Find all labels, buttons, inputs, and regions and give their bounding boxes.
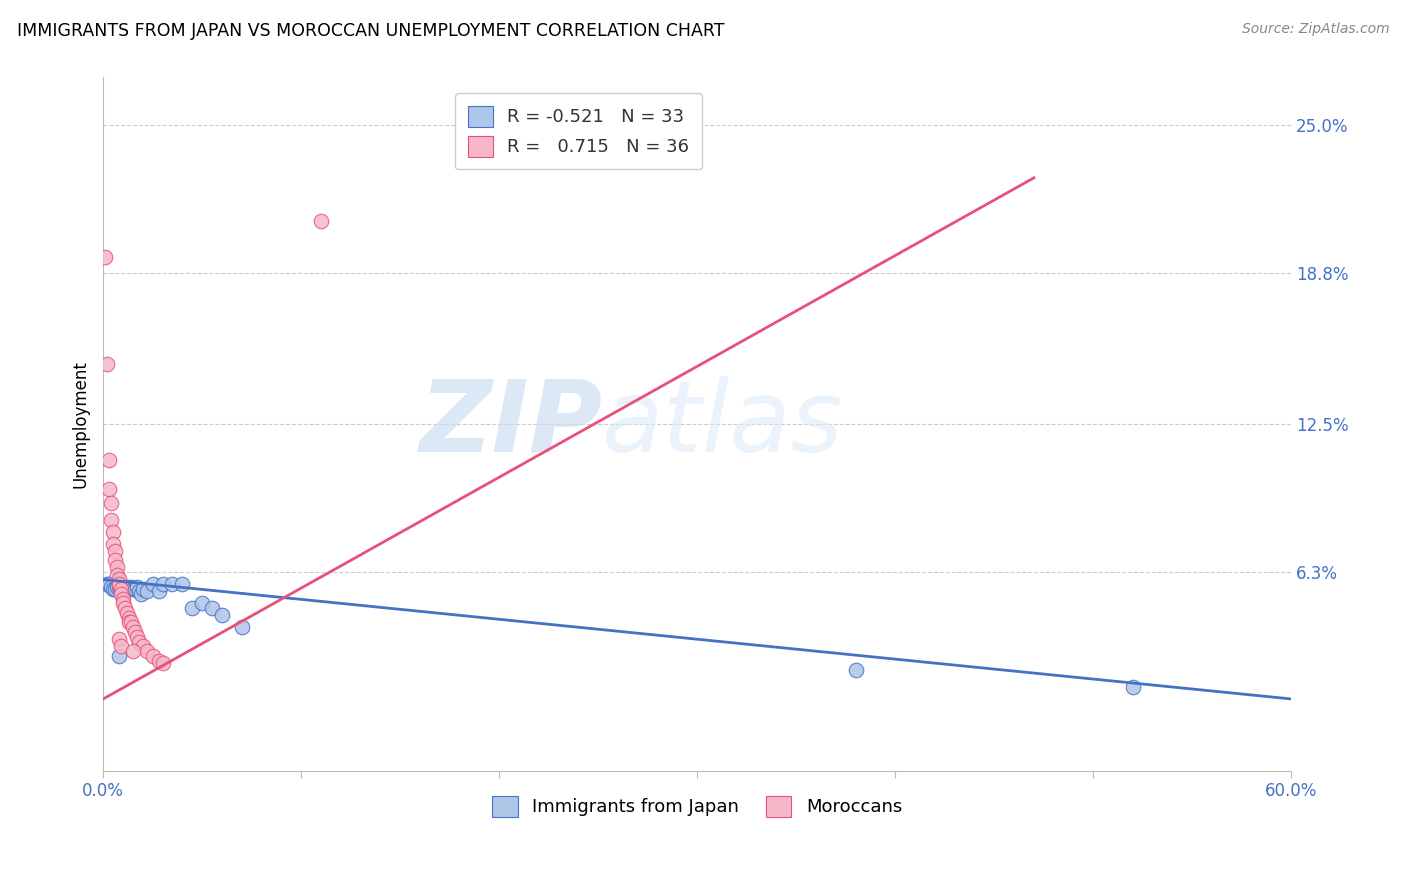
Point (105, 567, 128, 582)
Point (148, 654, 170, 668)
Point (111, 591, 134, 606)
Point (105, 580, 128, 594)
Point (142, 577, 165, 591)
Point (96, 577, 118, 591)
Point (110, 640, 132, 654)
Point (110, 582, 132, 596)
Point (94, 250, 117, 264)
Point (108, 632, 131, 647)
Point (1122, 680, 1144, 694)
Point (120, 580, 142, 594)
Point (152, 577, 174, 591)
Point (121, 620, 143, 634)
Point (211, 608, 233, 623)
Point (124, 582, 146, 596)
Point (111, 580, 134, 594)
Point (104, 582, 127, 596)
Point (162, 577, 184, 591)
Legend: Immigrants from Japan, Moroccans: Immigrants from Japan, Moroccans (485, 789, 910, 824)
Point (111, 596, 134, 610)
Point (121, 644, 143, 658)
Point (191, 596, 214, 610)
Point (152, 656, 174, 670)
Point (148, 584, 170, 599)
Point (98, 577, 121, 591)
Point (129, 587, 152, 601)
Point (100, 513, 122, 527)
Point (201, 601, 224, 615)
Point (114, 601, 136, 615)
Point (98, 453, 121, 467)
Point (135, 584, 157, 599)
Point (101, 536, 124, 550)
Point (105, 560, 128, 574)
Point (132, 640, 155, 654)
Point (120, 615, 142, 630)
Point (135, 644, 157, 658)
Point (101, 524, 124, 539)
Point (100, 580, 122, 594)
Point (115, 606, 138, 620)
Point (96, 357, 118, 371)
Point (115, 580, 138, 594)
Point (132, 582, 155, 596)
Point (118, 615, 141, 630)
Point (125, 630, 148, 644)
Point (104, 553, 127, 567)
Point (181, 601, 204, 615)
Point (128, 584, 150, 599)
Point (114, 582, 136, 596)
Text: atlas: atlas (602, 376, 844, 473)
Point (108, 580, 131, 594)
Point (108, 648, 131, 663)
Point (309, 214, 332, 228)
Point (231, 620, 253, 634)
Point (104, 543, 127, 558)
Point (108, 577, 131, 591)
Point (118, 582, 141, 596)
Text: Source: ZipAtlas.com: Source: ZipAtlas.com (1241, 22, 1389, 37)
Point (98, 482, 121, 496)
Point (101, 582, 124, 596)
Point (172, 577, 194, 591)
Point (110, 582, 132, 596)
Point (845, 663, 868, 677)
Point (100, 496, 122, 510)
Y-axis label: Unemployment: Unemployment (72, 360, 89, 488)
Point (125, 580, 148, 594)
Point (142, 648, 165, 663)
Point (108, 573, 131, 587)
Point (124, 625, 146, 640)
Point (121, 582, 143, 596)
Point (128, 634, 150, 648)
Point (118, 610, 141, 624)
Point (110, 587, 132, 601)
Text: ZIP: ZIP (419, 376, 602, 473)
Text: IMMIGRANTS FROM JAPAN VS MOROCCAN UNEMPLOYMENT CORRELATION CHART: IMMIGRANTS FROM JAPAN VS MOROCCAN UNEMPL… (17, 22, 724, 40)
